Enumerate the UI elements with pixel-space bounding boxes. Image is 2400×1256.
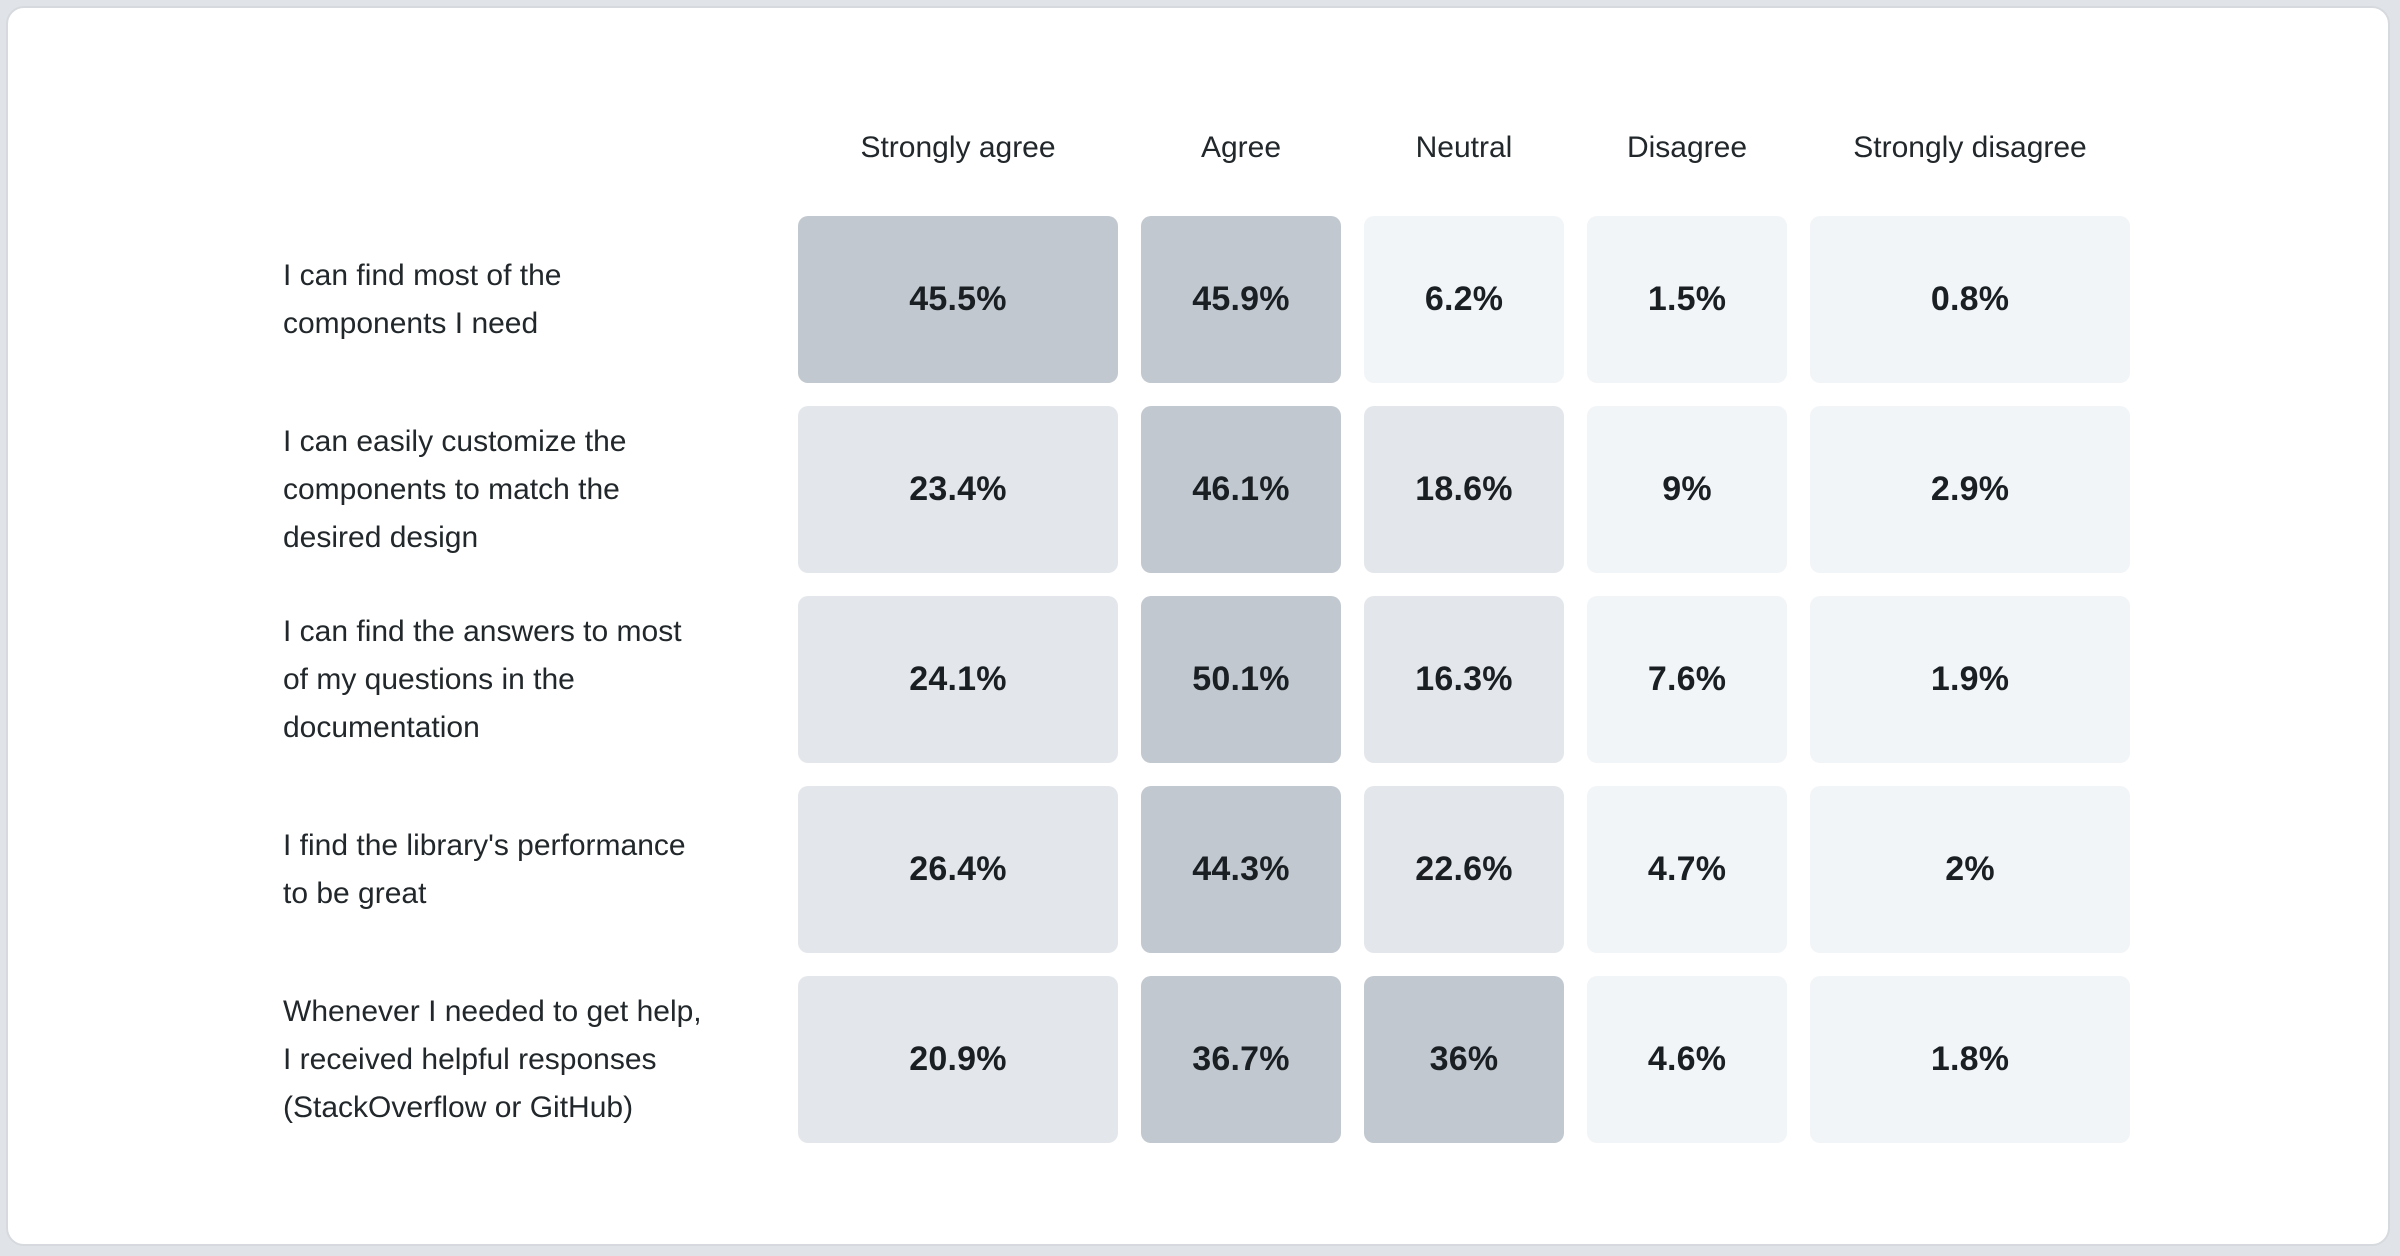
heatmap-cell: 22.6%	[1364, 786, 1564, 953]
heatmap-cell: 6.2%	[1364, 216, 1564, 383]
heatmap-cell: 44.3%	[1141, 786, 1341, 953]
row-label: Whenever I needed to get help, I receive…	[283, 994, 702, 1124]
heatmap-cell: 1.8%	[1810, 976, 2130, 1143]
heatmap-cell: 50.1%	[1141, 596, 1341, 763]
heatmap-cell: 2.9%	[1810, 406, 2130, 573]
survey-heatmap: Strongly agree Agree Neutral Disagree Strong…	[283, 103, 2130, 1143]
heatmap-cell: 9%	[1587, 406, 1787, 573]
heatmap-cell: 0.8%	[1810, 216, 2130, 383]
column-header: Strongly agree	[860, 131, 1056, 164]
column-header: Agree	[1200, 131, 1282, 164]
heatmap-cell: 20.9%	[798, 976, 1118, 1143]
column-header: Neutral	[1415, 131, 1513, 164]
heatmap-cell: 45.9%	[1141, 216, 1341, 383]
row-label: I can easily customize the components to…	[283, 424, 627, 554]
heatmap-cell: 26.4%	[798, 786, 1118, 953]
heatmap-cell: 2%	[1810, 786, 2130, 953]
heatmap-cell: 18.6%	[1364, 406, 1564, 573]
heatmap-cell: 36%	[1364, 976, 1564, 1143]
heatmap-cell: 4.7%	[1587, 786, 1787, 953]
heatmap-cell: 45.5%	[798, 216, 1118, 383]
heatmap-cell: 36.7%	[1141, 976, 1341, 1143]
heatmap-cell: 16.3%	[1364, 596, 1564, 763]
heatmap-cell: 1.5%	[1587, 216, 1787, 383]
heatmap-cell: 24.1%	[798, 596, 1118, 763]
row-label: I can find the answers to most of my que…	[283, 614, 682, 744]
row-label: I can find most of the components I need	[283, 258, 562, 340]
corner-spacer	[283, 103, 775, 193]
heatmap-cell: 1.9%	[1810, 596, 2130, 763]
heatmap-cell: 23.4%	[798, 406, 1118, 573]
row-label: I find the library's performance to be g…	[283, 828, 686, 910]
heatmap-cell: 46.1%	[1141, 406, 1341, 573]
heatmap-cell: 4.6%	[1587, 976, 1787, 1143]
heatmap-cell: 7.6%	[1587, 596, 1787, 763]
column-header: Strongly disagree	[1853, 131, 2087, 164]
report-card: Strongly agree Agree Neutral Disagree Strong…	[6, 6, 2390, 1246]
column-header: Disagree	[1626, 131, 1748, 164]
